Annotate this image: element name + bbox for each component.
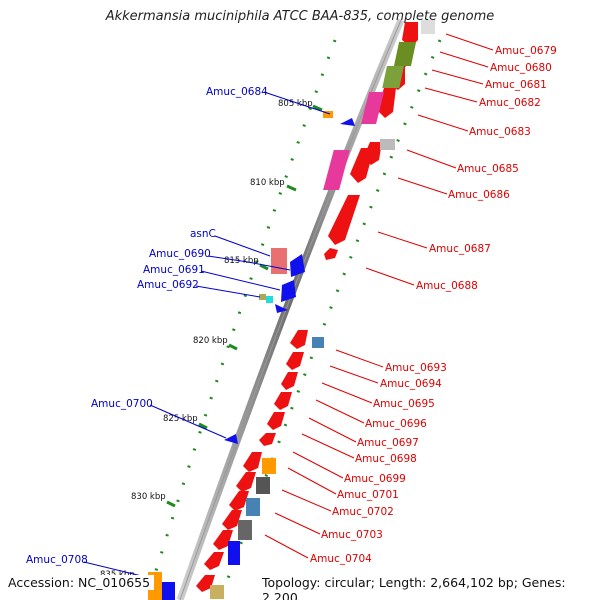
gene-label[interactable]: Amuc_0702 xyxy=(332,506,394,518)
topology-summary: Topology: circular; Length: 2,664,102 bp… xyxy=(258,575,600,600)
gene-label[interactable]: Amuc_0685 xyxy=(457,163,519,175)
accession-text: Accession: NC_010655 xyxy=(8,575,155,590)
gene-label[interactable]: Amuc_0700 xyxy=(91,398,153,410)
gene-amuc-0693[interactable] xyxy=(290,330,308,349)
gene-blue[interactable] xyxy=(228,541,240,565)
gene-amuc-0696[interactable] xyxy=(274,392,292,410)
gene-darkgrey[interactable] xyxy=(256,477,270,494)
gene-darkgrey[interactable] xyxy=(238,520,252,540)
gene-amuc-0703[interactable] xyxy=(222,510,242,530)
gene-amuc-0702[interactable] xyxy=(229,491,249,511)
gene-amuc-0690[interactable] xyxy=(290,254,305,277)
gene-amuc-0697[interactable] xyxy=(267,412,285,430)
gene-blue[interactable] xyxy=(162,582,175,600)
left-leaders xyxy=(83,91,331,579)
gene-label[interactable]: Amuc_0687 xyxy=(429,243,491,255)
scale-tick xyxy=(166,500,176,508)
right-leaders xyxy=(264,33,494,559)
gene-green[interactable] xyxy=(382,66,404,88)
gene-label[interactable]: Amuc_0679 xyxy=(495,45,557,57)
gene-amuc-0685[interactable] xyxy=(350,148,374,183)
gene-label[interactable]: asnC xyxy=(190,228,216,240)
gene-label[interactable]: Amuc_0692 xyxy=(137,279,199,291)
gene-blue[interactable] xyxy=(340,118,355,126)
gene-pink[interactable] xyxy=(361,92,385,124)
scale-tick xyxy=(286,184,297,192)
scale-label: 810 kbp xyxy=(250,178,285,188)
gene-amuc-0699[interactable] xyxy=(243,452,262,472)
gene-label[interactable]: Amuc_0680 xyxy=(490,62,552,74)
gene-amuc-0700[interactable] xyxy=(224,434,238,444)
gene-label[interactable]: Amuc_0688 xyxy=(416,280,478,292)
gene-orange[interactable] xyxy=(262,458,276,474)
gene-amuc-0694[interactable] xyxy=(286,352,304,370)
feature-genes xyxy=(148,20,435,600)
gene-tan[interactable] xyxy=(210,585,224,599)
gene-label[interactable]: Amuc_0693 xyxy=(385,362,447,374)
gene-amuc-0692[interactable] xyxy=(266,296,273,303)
scale-tick xyxy=(312,104,323,112)
scale-label: 825 kbp xyxy=(163,414,198,424)
gene-label[interactable]: Amuc_0704 xyxy=(310,553,372,565)
gene-amuc-0679[interactable] xyxy=(402,22,418,47)
gene-label[interactable]: Amuc_0698 xyxy=(355,453,417,465)
scale-label: 830 kbp xyxy=(131,492,166,502)
gene-amuc-0692[interactable] xyxy=(259,294,266,300)
gene-amuc-0688[interactable] xyxy=(324,248,338,260)
scale-tick xyxy=(259,263,269,271)
scale-tick xyxy=(198,422,208,430)
gene-amuc-0695[interactable] xyxy=(281,372,298,390)
gene-grey[interactable] xyxy=(421,20,435,34)
scale-label: 820 kbp xyxy=(193,336,228,346)
gene-red[interactable] xyxy=(204,552,224,570)
gene-label[interactable]: Amuc_0703 xyxy=(321,529,383,541)
gene-label[interactable]: Amuc_0682 xyxy=(479,97,541,109)
gene-label[interactable]: Amuc_0690 xyxy=(149,248,211,260)
gene-grey[interactable] xyxy=(380,139,395,150)
gene-green[interactable] xyxy=(393,42,417,66)
genome-backbone-inner xyxy=(179,19,402,600)
gene-amuc-0698[interactable] xyxy=(259,433,276,446)
scale-tick xyxy=(228,343,238,351)
gene-label[interactable]: Amuc_0683 xyxy=(469,126,531,138)
map-title: Akkermansia muciniphila ATCC BAA-835, co… xyxy=(105,9,495,24)
gene-label[interactable]: Amuc_0701 xyxy=(337,489,399,501)
gene-orange[interactable] xyxy=(323,111,333,118)
gene-steelblue[interactable] xyxy=(246,498,260,516)
gene-steelblue[interactable] xyxy=(312,337,324,348)
gene-amuc-0687[interactable] xyxy=(328,195,360,245)
gene-amuc-0701[interactable] xyxy=(236,472,256,492)
gene-label[interactable]: Amuc_0697 xyxy=(357,437,419,449)
gene-label[interactable]: Amuc_0694 xyxy=(380,378,442,390)
gene-label[interactable]: Amuc_0696 xyxy=(365,418,427,430)
gene-label[interactable]: Amuc_0695 xyxy=(373,398,435,410)
left-labels: Amuc_0684 asnC Amuc_0690 Amuc_0691 Amuc_… xyxy=(26,86,268,566)
right-labels: Amuc_0679 Amuc_0680 Amuc_0681 Amuc_0682 … xyxy=(310,45,557,565)
gene-label[interactable]: Amuc_0699 xyxy=(344,473,406,485)
gene-blue[interactable] xyxy=(275,304,288,313)
gene-label[interactable]: Amuc_0684 xyxy=(206,86,268,98)
gene-pink[interactable] xyxy=(323,150,350,190)
gene-label[interactable]: Amuc_0681 xyxy=(485,79,547,91)
gene-label[interactable]: Amuc_0686 xyxy=(448,189,510,201)
gene-label[interactable]: Amuc_0708 xyxy=(26,554,88,566)
gene-label[interactable]: Amuc_0691 xyxy=(143,264,205,276)
gene-asnc[interactable] xyxy=(271,248,287,274)
gene-amuc-0691[interactable] xyxy=(281,280,296,302)
scale-label: 805 kbp xyxy=(278,99,313,109)
